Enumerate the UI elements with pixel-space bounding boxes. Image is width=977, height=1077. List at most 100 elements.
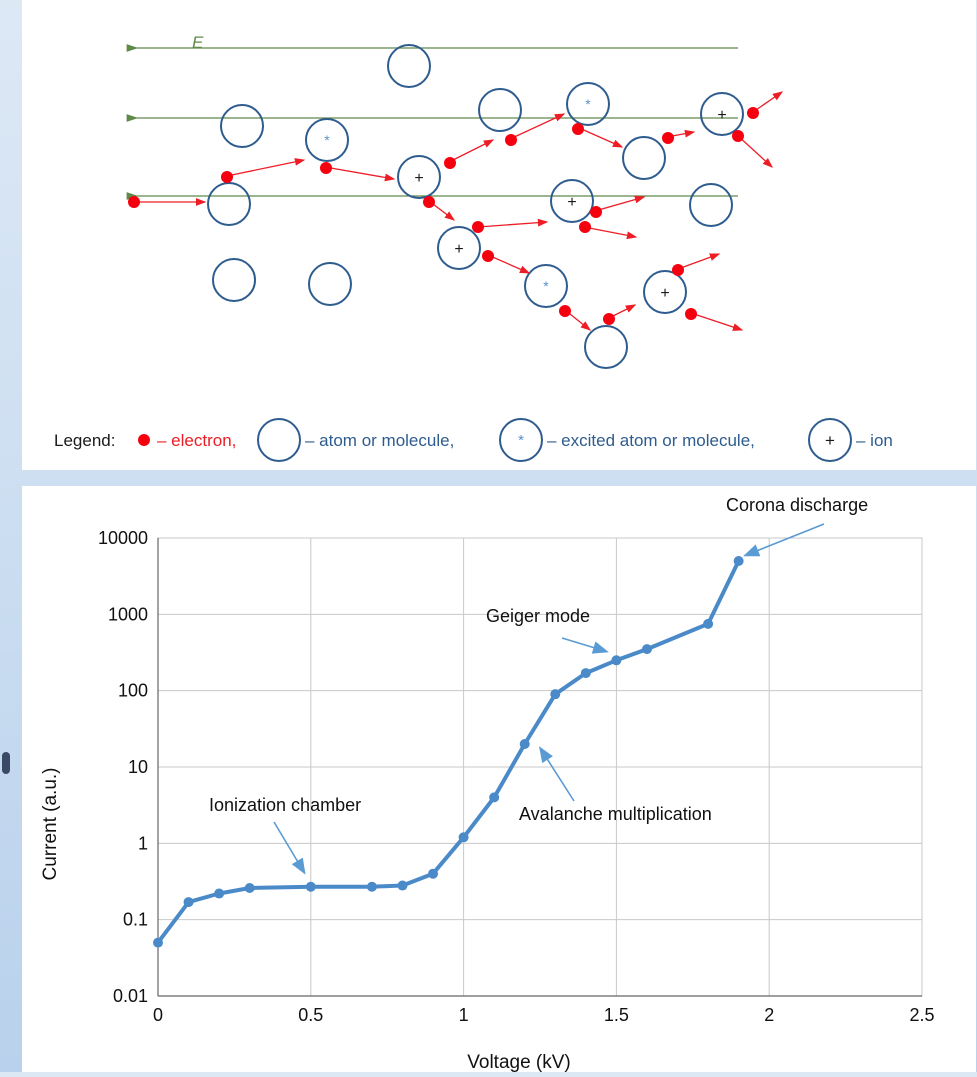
y-axis-label: Current (a.u.) bbox=[40, 768, 61, 881]
x-tick-label: 1.5 bbox=[604, 1005, 629, 1025]
atoms-group: * * + + + + * + bbox=[207, 44, 744, 369]
annotation-arrow bbox=[273, 821, 306, 875]
legend-excited-symbol: * bbox=[518, 432, 524, 449]
electron-dot bbox=[505, 134, 517, 146]
ion-marker: + bbox=[717, 107, 726, 124]
electron-trajectory-arrow bbox=[677, 253, 721, 270]
electron-trajectory-arrow bbox=[448, 139, 495, 163]
electron-trajectory-arrow bbox=[690, 312, 744, 331]
electron-trajectory-arrow bbox=[509, 113, 566, 140]
excited-marker: * bbox=[543, 278, 549, 294]
atom-icon bbox=[689, 183, 733, 227]
annotation-arrow bbox=[539, 746, 575, 802]
data-point bbox=[428, 868, 439, 879]
series-group bbox=[153, 555, 744, 948]
annotation-arrow bbox=[743, 523, 825, 557]
data-point bbox=[641, 644, 652, 655]
avalanche-diagram-svg: * * + + + + * + E Legend: – electron, – atom or… bbox=[54, 33, 893, 462]
electron-dot bbox=[685, 308, 697, 320]
excited-atom-icon bbox=[566, 82, 610, 126]
electron-trajectory-arrow bbox=[477, 218, 549, 228]
legend-electron-dot bbox=[138, 434, 150, 446]
atom-icon bbox=[212, 258, 256, 302]
electron-dot bbox=[662, 132, 674, 144]
atom-icon bbox=[387, 44, 431, 88]
data-point bbox=[305, 881, 316, 892]
annotation-label: Corona discharge bbox=[726, 495, 868, 515]
electron-dot bbox=[559, 305, 571, 317]
atom-icon bbox=[220, 104, 264, 148]
electron-trajectory-arrow bbox=[226, 158, 306, 177]
ion-icon bbox=[437, 226, 481, 270]
ion-icon bbox=[700, 92, 744, 136]
electron-dot bbox=[472, 221, 484, 233]
electron-dot bbox=[128, 196, 140, 208]
legend-ion-label: – ion bbox=[856, 431, 893, 450]
series-line bbox=[156, 560, 741, 944]
legend-electron-label: – electron, bbox=[157, 431, 236, 450]
current-voltage-chart: 0 0.5 1 1.5 2 2.5 0.01 0.1 1 10 100 1000 10000 Ioniz… bbox=[22, 486, 976, 1073]
y-tick-label: 1000 bbox=[108, 604, 148, 624]
atom-icon bbox=[478, 88, 522, 132]
ion-icon bbox=[397, 155, 441, 199]
electron-trajectory-arrow bbox=[736, 134, 773, 168]
annotation-label: Ionization chamber bbox=[209, 795, 361, 815]
electron-trajectories bbox=[134, 91, 784, 331]
x-tick-label: 2.5 bbox=[909, 1005, 934, 1025]
electron-dot bbox=[444, 157, 456, 169]
legend-atom-label: – atom or molecule, bbox=[305, 431, 454, 450]
data-point bbox=[733, 555, 744, 566]
data-point bbox=[458, 832, 469, 843]
data-point bbox=[214, 888, 225, 899]
x-tick-label: 0.5 bbox=[298, 1005, 323, 1025]
ion-icon bbox=[550, 179, 594, 223]
legend-excited-icon bbox=[499, 418, 543, 462]
y-tick-label: 1 bbox=[138, 833, 148, 853]
electron-avalanche-diagram: * * + + + + * + E Legend: – electron, – atom or… bbox=[22, 0, 976, 470]
electron-dot bbox=[603, 313, 615, 325]
y-tick-label: 0.1 bbox=[123, 910, 148, 930]
electron-trajectory-arrow bbox=[324, 166, 396, 182]
field-label: E bbox=[192, 33, 204, 52]
electron-dot bbox=[482, 250, 494, 262]
atom-icon bbox=[308, 262, 352, 306]
ion-marker: + bbox=[414, 170, 423, 187]
electron-dot bbox=[320, 162, 332, 174]
data-point bbox=[611, 655, 622, 666]
electron-dot bbox=[572, 123, 584, 135]
electron-dot bbox=[221, 171, 233, 183]
x-axis-label: Voltage (kV) bbox=[467, 1052, 571, 1072]
electron-dot bbox=[672, 264, 684, 276]
data-point bbox=[489, 792, 500, 803]
legend-atom-icon bbox=[257, 418, 301, 462]
electrons-group bbox=[128, 107, 759, 325]
data-point bbox=[244, 882, 255, 893]
data-point bbox=[580, 668, 591, 679]
iv-chart-svg: 0 0.5 1 1.5 2 2.5 0.01 0.1 1 10 100 1000 10000 Ioniz… bbox=[40, 495, 935, 1073]
electron-trajectory-arrow bbox=[752, 91, 784, 113]
electron-trajectory-arrow bbox=[576, 126, 624, 148]
x-tick-label: 0 bbox=[153, 1005, 163, 1025]
data-point bbox=[550, 689, 561, 700]
electron-dot bbox=[579, 221, 591, 233]
data-point bbox=[153, 937, 163, 948]
data-point bbox=[183, 897, 194, 908]
data-point bbox=[397, 880, 408, 891]
y-tick-label: 100 bbox=[118, 681, 148, 701]
ion-marker: + bbox=[567, 194, 576, 211]
electron-dot bbox=[732, 130, 744, 142]
annotations-group: Ionization chamber Avalanche multiplicati… bbox=[209, 495, 868, 875]
legend-ion-symbol: + bbox=[825, 431, 835, 450]
left-edge-mark bbox=[2, 752, 10, 774]
data-point bbox=[366, 881, 377, 892]
y-tick-label: 0.01 bbox=[113, 986, 148, 1006]
legend-excited-label: – excited atom or molecule, bbox=[547, 431, 755, 450]
excited-marker: * bbox=[585, 96, 591, 112]
electron-trajectory-arrow bbox=[594, 195, 646, 212]
ion-icon bbox=[643, 270, 687, 314]
annotation-label: Geiger mode bbox=[486, 606, 590, 626]
atom-icon bbox=[622, 136, 666, 180]
atom-icon bbox=[207, 182, 251, 226]
electron-trajectory-arrow bbox=[487, 254, 531, 274]
electron-dot bbox=[423, 196, 435, 208]
